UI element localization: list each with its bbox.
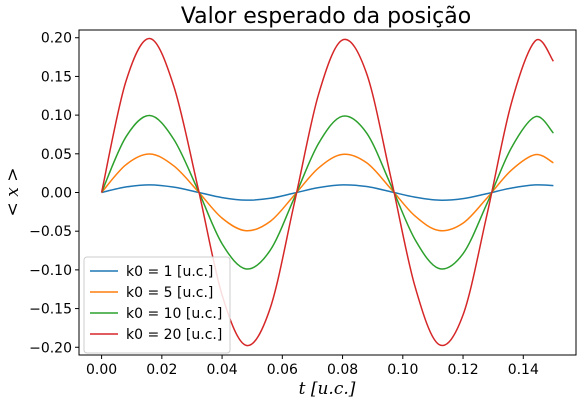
y-tick-label: 0.20 <box>41 31 72 47</box>
x-tick-label: 0.00 <box>86 362 117 378</box>
series-line-4 <box>100 37 555 347</box>
legend: k0 = 1 [u.c.] k0 = 5 [u.c.] k0 = 10 [u.c.]… <box>83 256 231 354</box>
series-line-3 <box>100 114 554 270</box>
x-tick-label: 0.08 <box>327 362 358 378</box>
y-tick-label: −0.10 <box>29 263 72 279</box>
y-tick-label: 0.15 <box>41 69 72 85</box>
x-tick-label: 0.06 <box>267 362 298 378</box>
x-tick-label: 0.12 <box>447 362 478 378</box>
chart-title: Valor esperado da posição <box>181 4 471 29</box>
y-axis: −0.20 −0.15 −0.10 −0.05 0.00 0.05 0.10 0.15 0.20 <box>29 31 79 356</box>
x-tick-label: 0.04 <box>206 362 237 378</box>
y-tick-label: −0.05 <box>29 224 72 240</box>
x-tick-label: 0.14 <box>508 362 539 378</box>
legend-label-1: k0 = 1 [u.c.] <box>126 264 213 280</box>
y-axis-label: < x > <box>3 168 23 217</box>
series-lines <box>100 37 555 347</box>
y-tick-label: −0.15 <box>29 302 72 318</box>
y-tick-label: 0.00 <box>41 186 72 202</box>
y-tick-label: 0.05 <box>41 147 72 163</box>
legend-label-3: k0 = 10 [u.c.] <box>126 306 222 322</box>
legend-label-2: k0 = 5 [u.c.] <box>126 285 213 301</box>
x-axis-label: t [u.c.] <box>299 379 356 399</box>
y-tick-label: 0.10 <box>41 108 72 124</box>
x-tick-label: 0.10 <box>387 362 418 378</box>
x-axis: 0.00 0.02 0.04 0.06 0.08 0.10 0.12 0.14 <box>86 355 539 378</box>
x-tick-label: 0.02 <box>146 362 177 378</box>
legend-label-4: k0 = 20 [u.c.] <box>126 327 222 343</box>
y-tick-label: −0.20 <box>29 340 72 356</box>
series-line-1 <box>101 184 554 201</box>
series-line-2 <box>101 153 554 232</box>
legend-box <box>83 256 231 354</box>
